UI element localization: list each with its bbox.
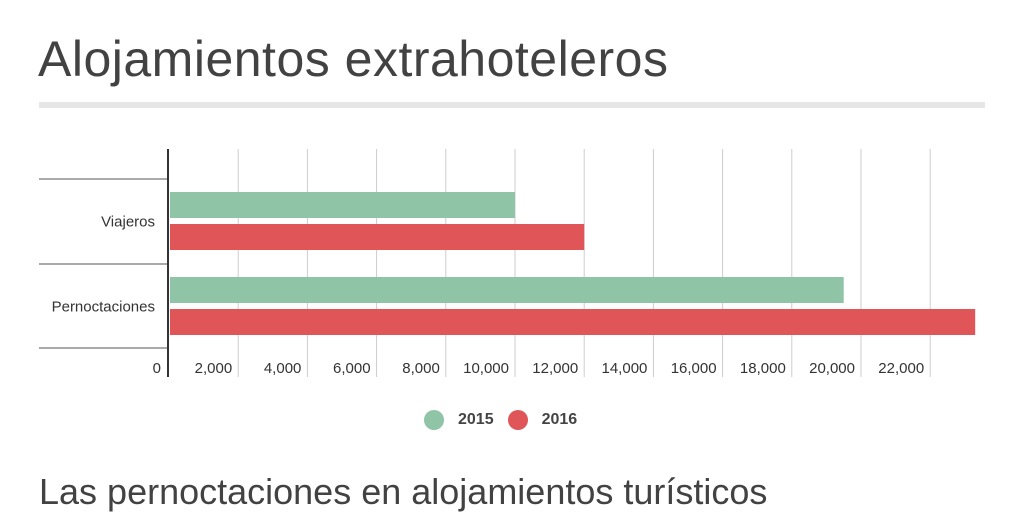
title-divider	[39, 102, 985, 108]
x-tick-label: 8,000	[402, 360, 440, 377]
bar-viajeros-2016	[170, 224, 585, 250]
x-tick-label: 10,000	[463, 360, 509, 377]
x-tick-label: 20,000	[809, 360, 855, 377]
x-tick-label: 6,000	[333, 360, 371, 377]
x-tick-label: 22,000	[878, 360, 924, 377]
bar-pernoctaciones-2016	[170, 309, 976, 335]
legend-swatch-2016	[507, 410, 528, 430]
x-tick-label: 12,000	[532, 360, 578, 377]
x-tick-label: 14,000	[602, 360, 648, 377]
x-tick-label: 4,000	[264, 360, 302, 377]
legend-item-2015[interactable]: 2015	[424, 410, 494, 430]
legend-item-2016[interactable]: 2016	[507, 410, 578, 430]
x-tick-label: 18,000	[740, 360, 786, 377]
x-tick-label: 16,000	[671, 360, 717, 377]
page-title: Alojamientos extrahoteleros	[38, 31, 669, 87]
category-label-viajeros: Viajeros	[101, 214, 155, 231]
x-tick-label: 0	[153, 360, 161, 377]
legend-swatch-2015	[424, 410, 444, 430]
x-tick-label: 2,000	[195, 360, 233, 377]
section-heading: Las pernoctaciones en alojamientos turís…	[39, 471, 768, 512]
legend-label-2015: 2015	[458, 411, 494, 428]
bar-viajeros-2015	[170, 192, 515, 218]
category-label-pernoctaciones: Pernoctaciones	[52, 299, 155, 316]
bar-pernoctaciones-2015	[170, 277, 844, 303]
chart-legend: 2015 2016	[424, 410, 591, 430]
legend-label-2016: 2016	[541, 411, 578, 428]
